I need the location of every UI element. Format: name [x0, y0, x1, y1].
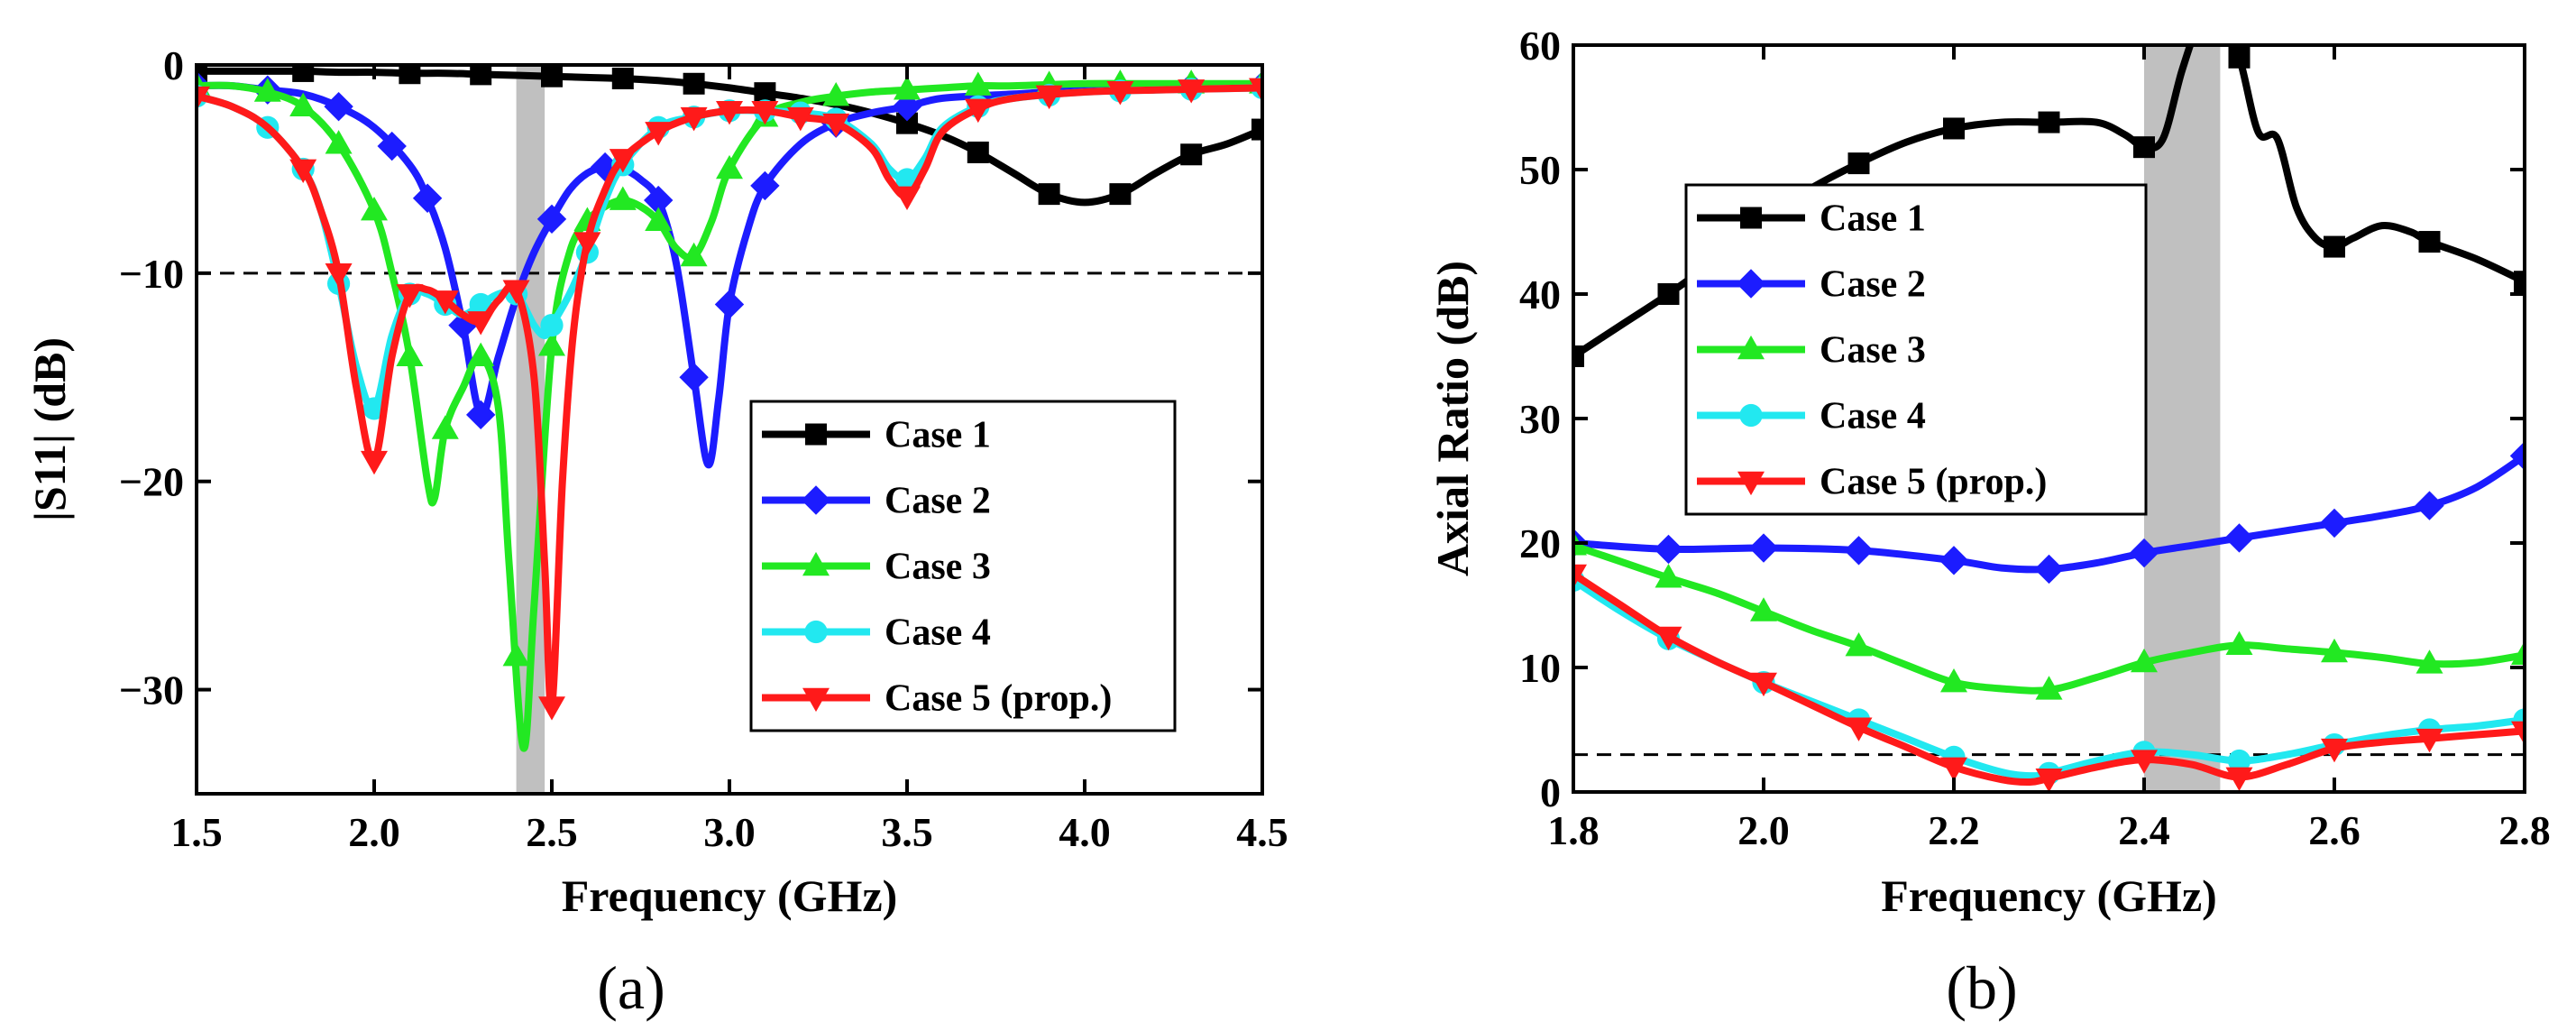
- y-tick-label: −10: [119, 251, 184, 297]
- data-point: [1943, 117, 1965, 139]
- legend-swatch-marker: [1740, 207, 1762, 229]
- y-tick-label: 50: [1519, 147, 1561, 193]
- data-point: [1848, 152, 1870, 174]
- x-tick-label: 2.2: [1928, 807, 1980, 853]
- x-tick-label: 2.0: [348, 809, 400, 855]
- y-tick-label: −30: [119, 667, 184, 713]
- legend-swatch-marker: [805, 424, 827, 446]
- legend-label: Case 4: [885, 612, 991, 654]
- shaded-band: [2144, 45, 2220, 792]
- legend-label: Case 2: [885, 481, 991, 522]
- y-tick-label: 0: [163, 42, 184, 88]
- data-point: [1939, 546, 1968, 575]
- x-tick-label: 2.6: [2308, 807, 2361, 853]
- x-tick-label: 2.8: [2498, 807, 2551, 853]
- y-tick-label: 60: [1519, 23, 1561, 69]
- legend-label: Case 5 (prop.): [885, 678, 1112, 720]
- data-point: [413, 184, 442, 213]
- data-point: [2133, 136, 2155, 158]
- data-point: [1109, 183, 1131, 205]
- legend-label: Case 3: [1820, 330, 1926, 372]
- data-point: [540, 314, 563, 336]
- y-tick-label: 0: [1540, 769, 1561, 815]
- data-point: [610, 186, 637, 209]
- data-point: [324, 92, 353, 121]
- data-point: [2324, 236, 2345, 258]
- x-tick-label: 3.0: [703, 809, 756, 855]
- data-point: [1844, 536, 1873, 565]
- x-tick-label: 2.0: [1737, 807, 1790, 853]
- legend-label: Case 2: [1820, 264, 1926, 306]
- y-tick-label: −20: [119, 459, 184, 505]
- y-tick-label: 40: [1519, 272, 1561, 318]
- data-point: [894, 187, 921, 210]
- data-point: [2224, 523, 2253, 552]
- data-point: [1749, 533, 1778, 562]
- data-point: [2034, 555, 2063, 584]
- data-point: [679, 363, 708, 391]
- legend-label: Case 4: [1820, 396, 1926, 437]
- data-point: [361, 197, 388, 220]
- panel-caption: (b): [1946, 953, 2017, 1022]
- legend-swatch-marker: [804, 621, 827, 643]
- data-point: [396, 343, 423, 366]
- data-point: [1654, 535, 1682, 564]
- data-point: [1039, 183, 1060, 205]
- y-tick-label: 20: [1519, 520, 1561, 566]
- data-point: [2229, 47, 2251, 69]
- data-point: [2419, 231, 2441, 253]
- legend: Case 1 Case 2 Case 3 Case 4 Case 5 (prop.): [1686, 185, 2146, 514]
- series-4: [185, 77, 1273, 420]
- panel-caption: (a): [597, 953, 665, 1022]
- data-point: [1658, 283, 1680, 305]
- x-tick-label: 2.5: [526, 809, 578, 855]
- x-axis-title: Frequency (GHz): [1881, 870, 2217, 921]
- x-tick-label: 3.5: [881, 809, 933, 855]
- legend-label: Case 1: [1820, 198, 1926, 240]
- data-point: [2320, 509, 2349, 538]
- x-tick-label: 1.5: [170, 809, 223, 855]
- y-axis-title: Axial Ratio (dB): [1427, 261, 1478, 576]
- legend: Case 1 Case 2 Case 3 Case 4 Case 5 (prop.): [751, 401, 1175, 731]
- data-point: [2415, 491, 2443, 520]
- data-point: [1180, 143, 1202, 165]
- data-point: [715, 290, 744, 318]
- panel-a-s11-chart: 1.5 2.0 2.5 3.0 3.5 4.0 4.5 0 −10 −20 −30 Frequency…: [24, 42, 1288, 1022]
- data-point: [466, 400, 495, 429]
- data-point: [2039, 112, 2060, 133]
- x-tick-label: 4.0: [1059, 809, 1111, 855]
- x-tick-label: 2.4: [2118, 807, 2170, 853]
- legend-swatch-marker: [1739, 404, 1762, 427]
- data-point: [683, 73, 705, 95]
- y-tick-label: 10: [1519, 645, 1561, 691]
- legend-label: Case 3: [885, 547, 991, 588]
- panel-b-axial-ratio-chart: 1.8 2.0 2.2 2.4 2.6 2.80102030405060Frequency…: [1427, 14, 2551, 1022]
- x-axis-title: Frequency (GHz): [562, 870, 898, 921]
- legend-label: Case 1: [885, 415, 991, 456]
- y-tick-label: 30: [1519, 396, 1561, 442]
- series-line: [197, 87, 1262, 409]
- legend-label: Case 5 (prop.): [1820, 462, 2047, 503]
- data-point: [967, 142, 989, 163]
- data-point: [432, 415, 459, 438]
- figure: 1.5 2.0 2.5 3.0 3.5 4.0 4.5 0 −10 −20 −30 Frequency…: [0, 0, 2576, 1031]
- y-axis-title: |S11| (dB): [24, 337, 75, 521]
- data-point: [361, 451, 388, 474]
- data-point: [612, 68, 634, 89]
- x-tick-label: 4.5: [1236, 809, 1288, 855]
